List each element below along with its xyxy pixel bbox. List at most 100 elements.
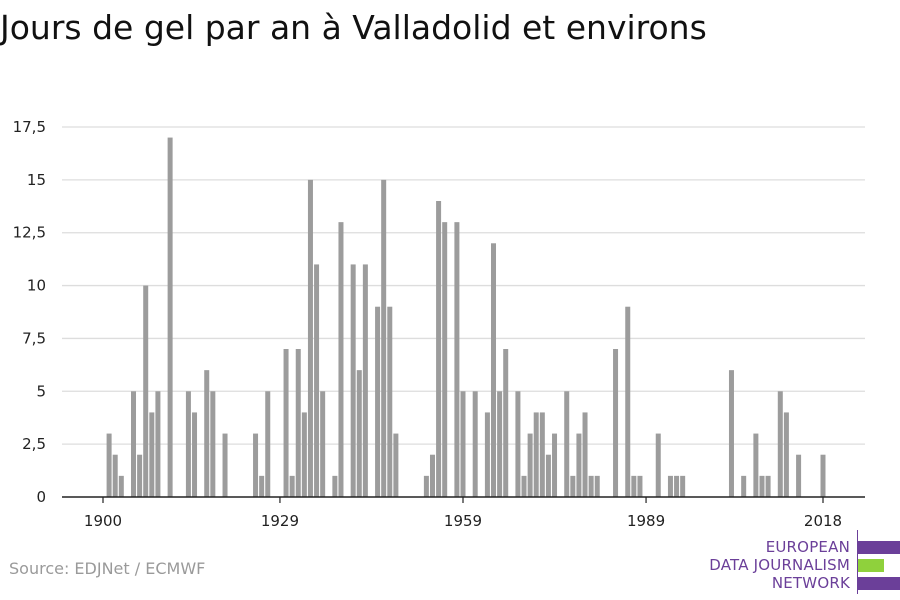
bar [289,475,295,497]
bar [429,454,435,497]
bar [527,433,533,497]
bar [545,454,551,497]
bar [783,412,789,497]
y-tick-label: 17,5 [13,118,46,136]
y-tick-label: 7,5 [22,329,46,347]
bar [314,264,320,497]
y-tick-label: 2,5 [22,435,46,453]
bar [442,222,448,497]
bar [637,475,643,497]
bar [539,412,545,497]
bar [667,475,673,497]
bar [210,391,216,497]
bar [204,370,210,497]
bar [155,391,161,497]
bar [582,412,588,497]
bar [576,433,582,497]
bar [552,433,558,497]
source-note: Source: EDJNet / ECMWF [9,559,206,578]
x-tick-label: 1929 [261,512,299,530]
y-tick-label: 15 [27,171,46,189]
y-tick-label: 12,5 [13,224,46,242]
bar [283,349,289,497]
bar [594,475,600,497]
bar [381,179,387,497]
logo-bar-middle [858,559,884,572]
logo-line-1: EUROPEAN [765,538,850,556]
bar [765,475,771,497]
bar [149,412,155,497]
bar [820,454,826,497]
bar [484,412,490,497]
axes [62,496,865,503]
bar [472,391,478,497]
bar [753,433,759,497]
bar [137,454,143,497]
bar [167,137,173,498]
x-tick-label: 2018 [804,512,842,530]
bar [118,475,124,497]
bar [222,433,228,497]
bar [259,475,265,497]
bar [338,222,344,497]
y-tick-label: 10 [27,277,46,295]
bar [253,433,259,497]
bar [265,391,271,497]
bar [588,475,594,497]
bar [515,391,521,497]
bar [332,475,338,497]
logo-line-3: NETWORK [771,574,850,592]
bar [436,201,442,497]
logo-bar-top [858,541,900,554]
bar [491,243,497,497]
bar [674,475,680,497]
bar [131,391,137,497]
bar [631,475,637,497]
bar [362,264,368,497]
logo-bar-bottom [858,577,900,590]
bar [533,412,539,497]
bar [503,349,509,497]
bars [106,137,826,498]
x-tick-label: 1900 [84,512,122,530]
bar [613,349,619,497]
bar [625,306,631,497]
edjnet-logo: EUROPEAN DATA JOURNALISM NETWORK [700,530,900,594]
bar [454,222,460,497]
bar [728,370,734,497]
logo-line-2: DATA JOURNALISM [709,556,850,574]
bar [106,433,112,497]
bar [570,475,576,497]
bar [301,412,307,497]
bar [387,306,393,497]
bar [521,475,527,497]
bar [185,391,191,497]
bar [777,391,783,497]
bar [320,391,326,497]
bar [295,349,301,497]
bar [796,454,802,497]
x-tick-label: 1989 [627,512,665,530]
bar [350,264,356,497]
chart-title: Jours de gel par an à Valladolid et envi… [0,8,707,47]
bar [307,179,313,497]
bar [393,433,399,497]
y-tick-label: 5 [36,382,46,400]
bar [655,433,661,497]
bar [375,306,381,497]
x-tick-label: 1959 [444,512,482,530]
y-tick-label: 0 [36,488,46,506]
bar [112,454,118,497]
bar [143,285,149,497]
logo-divider [857,530,858,594]
bar [680,475,686,497]
bar [564,391,570,497]
bar [759,475,765,497]
tick-labels: 0 2,5 5 7,5 10 12,5 15 17,5 1900 1929 1959 1989 2018 [13,118,843,530]
bar [423,475,429,497]
bar [460,391,466,497]
bar [741,475,747,497]
bar [497,391,503,497]
bar [356,370,362,497]
